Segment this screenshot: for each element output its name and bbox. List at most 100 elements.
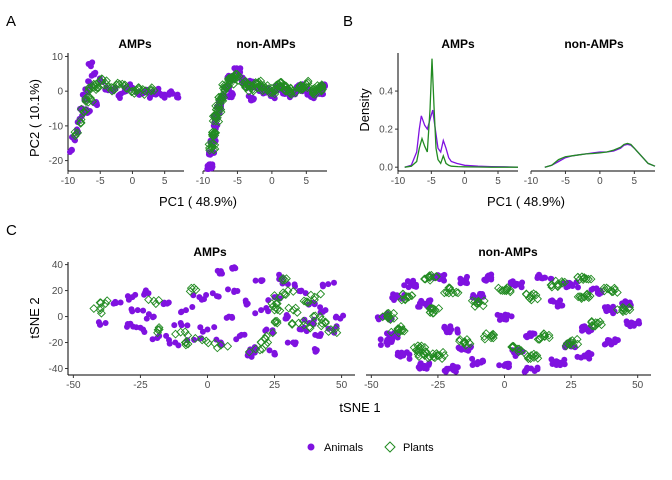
point-animals — [229, 92, 236, 99]
point-plants — [284, 303, 294, 313]
point-plants — [296, 82, 306, 92]
point-plants — [283, 84, 293, 94]
point-animals — [258, 307, 265, 314]
point-plants — [414, 347, 424, 357]
point-animals — [469, 362, 476, 368]
point-plants — [153, 328, 163, 338]
point-plants — [310, 311, 320, 321]
point-plants — [577, 272, 587, 282]
point-plants — [308, 319, 318, 329]
point-plants — [310, 87, 320, 97]
point-plants — [210, 130, 220, 140]
panel-a-facet-0: -10 -5 0 5 10 0 -10 -20 — [49, 52, 184, 187]
point-plants — [281, 81, 291, 91]
point-animals — [141, 329, 148, 335]
point-plants — [565, 337, 575, 346]
point-plants — [434, 304, 444, 313]
point-animals — [132, 291, 139, 298]
point-plants — [272, 316, 282, 326]
x-tick-label: 0 — [130, 176, 136, 187]
point-animals — [229, 314, 236, 321]
point-animals — [319, 281, 326, 288]
point-plants — [213, 103, 223, 113]
point-plants — [607, 287, 617, 297]
x-tick-label: 5 — [162, 176, 168, 187]
point-plants — [618, 307, 628, 317]
panel-b-facet-1: -10 -5 0 5 — [524, 142, 656, 187]
point-plants — [467, 296, 477, 306]
point-plants — [583, 292, 592, 302]
point-animals — [610, 310, 617, 317]
point-plants — [183, 339, 193, 349]
point-animals — [233, 336, 240, 343]
point-animals — [204, 326, 211, 333]
point-plants — [88, 97, 98, 106]
point-animals — [575, 284, 581, 291]
point-animals — [271, 351, 278, 358]
point-animals — [134, 307, 141, 314]
point-plants — [502, 283, 512, 293]
point-plants — [180, 327, 190, 337]
point-animals — [232, 265, 239, 272]
point-plants — [83, 92, 93, 101]
x-tick-label: 5 — [495, 176, 501, 187]
point-plants — [96, 298, 106, 308]
point-animals — [454, 326, 461, 333]
point-plants — [315, 312, 325, 321]
point-plants — [207, 139, 217, 149]
density-line-plants — [404, 58, 518, 168]
point-animals — [406, 355, 413, 362]
point-plants — [399, 326, 409, 336]
facet-title-c-nonamps: non-AMPs — [478, 245, 538, 259]
point-plants — [270, 317, 280, 327]
point-plants — [210, 140, 220, 150]
point-animals — [178, 308, 185, 315]
point-plants — [270, 291, 279, 300]
point-animals — [189, 304, 196, 310]
point-plants — [586, 274, 596, 284]
point-plants — [383, 311, 392, 321]
facet-title-c-amps: AMPs — [193, 245, 227, 259]
point-animals — [602, 340, 609, 347]
point-animals — [282, 315, 289, 322]
point-plants — [533, 334, 543, 344]
point-animals — [524, 364, 531, 371]
c-y-axis-title: tSNE 2 — [27, 297, 42, 338]
point-plants — [209, 145, 219, 155]
point-plants — [212, 113, 222, 123]
point-plants — [291, 303, 301, 313]
point-animals — [416, 303, 423, 310]
point-plants — [314, 82, 324, 92]
x-tick-label: -5 — [427, 176, 436, 187]
y-tick-label: -20 — [49, 338, 64, 349]
point-plants — [81, 95, 91, 105]
point-plants — [386, 327, 396, 337]
point-animals — [292, 341, 298, 348]
point-animals — [477, 290, 483, 297]
point-plants — [113, 78, 123, 88]
point-animals — [89, 59, 96, 66]
point-animals — [141, 291, 148, 298]
b-y-axis-title: Density — [357, 88, 372, 132]
point-animals — [258, 278, 265, 285]
point-animals — [276, 271, 283, 278]
point-animals — [561, 361, 568, 368]
point-plants — [478, 301, 488, 311]
point-plants — [523, 352, 533, 361]
point-animals — [303, 328, 310, 335]
point-plants — [294, 318, 304, 328]
x-tick-label: -10 — [196, 176, 211, 187]
point-plants — [544, 330, 554, 340]
point-plants — [439, 288, 449, 298]
point-plants — [435, 350, 445, 360]
point-animals — [332, 314, 339, 321]
point-animals — [140, 307, 147, 314]
point-animals — [68, 147, 75, 154]
point-animals — [588, 286, 595, 293]
point-plants — [218, 83, 228, 93]
x-tick-label: -10 — [61, 176, 76, 187]
point-plants — [308, 89, 318, 99]
point-plants — [261, 340, 271, 350]
point-plants — [516, 346, 526, 356]
point-animals — [117, 299, 124, 306]
